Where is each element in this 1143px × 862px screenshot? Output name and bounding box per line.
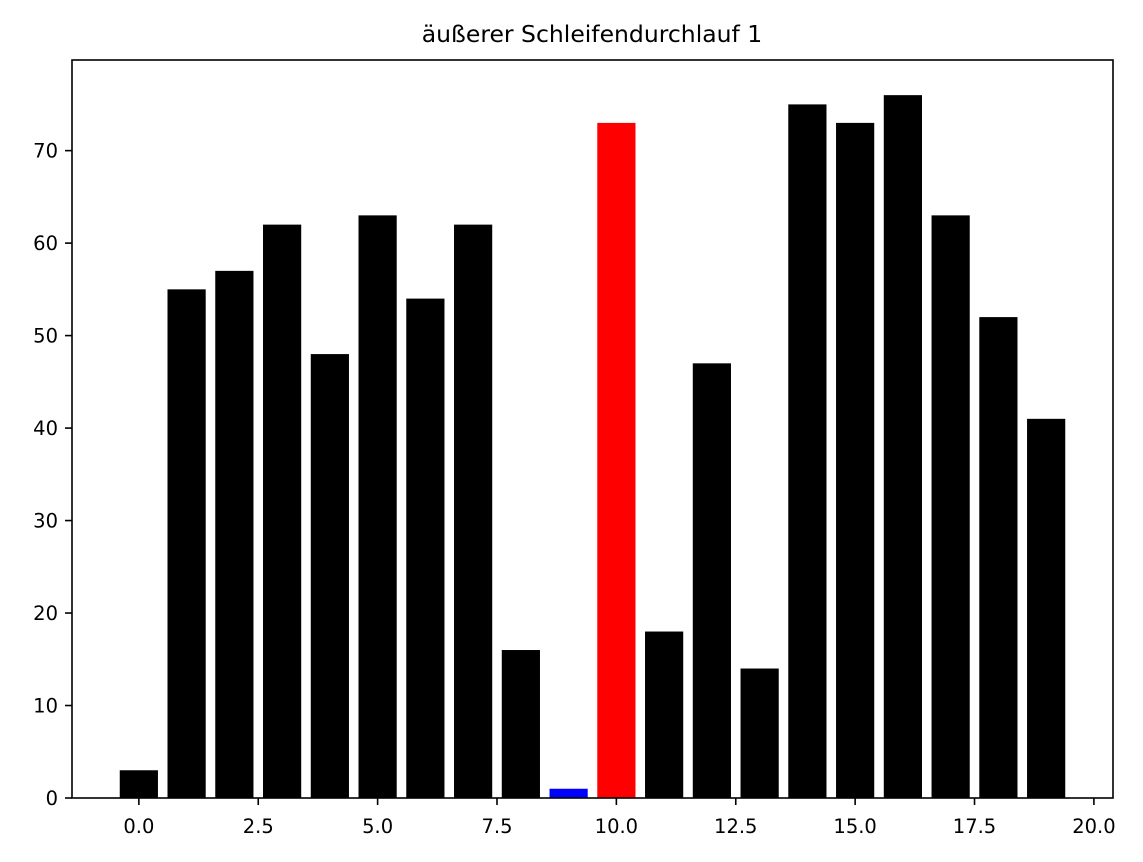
bar-13 — [740, 668, 779, 798]
bar-0 — [119, 770, 158, 798]
x-tick-label: 5.0 — [362, 815, 393, 838]
bar-1 — [167, 289, 206, 798]
x-tick-label: 12.5 — [714, 815, 757, 838]
x-tick-label: 15.0 — [833, 815, 876, 838]
bar-10 — [597, 122, 636, 798]
y-tick-label: 20 — [33, 602, 58, 625]
bar-16 — [883, 95, 922, 798]
x-tick-label: 20.0 — [1072, 815, 1115, 838]
bar-7 — [454, 224, 493, 798]
bar-8 — [501, 650, 540, 798]
y-tick-label: 0 — [46, 787, 58, 810]
bar-15 — [836, 122, 875, 798]
y-axis-ticks: 0 10 20 30 40 50 60 70 — [33, 140, 72, 810]
bars-group — [119, 95, 1066, 798]
bar-17 — [931, 215, 970, 798]
x-tick-label: 0.0 — [123, 815, 154, 838]
bar-11 — [645, 631, 684, 798]
y-tick-label: 40 — [33, 417, 58, 440]
y-tick-label: 10 — [33, 695, 58, 718]
x-tick-label: 2.5 — [243, 815, 274, 838]
bar-9 — [549, 788, 588, 798]
bar-2 — [215, 270, 254, 798]
bar-4 — [310, 354, 349, 798]
bar-5 — [358, 215, 397, 798]
bar-18 — [979, 317, 1018, 798]
bar-12 — [692, 363, 731, 798]
x-tick-label: 17.5 — [953, 815, 996, 838]
y-tick-label: 70 — [33, 140, 58, 163]
bar-6 — [406, 298, 445, 798]
bar-19 — [1027, 418, 1066, 798]
x-tick-label: 7.5 — [481, 815, 512, 838]
y-tick-label: 50 — [33, 325, 58, 348]
bar-3 — [263, 224, 302, 798]
bar-14 — [788, 104, 827, 798]
y-tick-label: 60 — [33, 232, 58, 255]
x-tick-label: 10.0 — [595, 815, 638, 838]
y-tick-label: 30 — [33, 510, 58, 533]
x-axis-ticks: 0.0 2.5 5.0 7.5 10.0 12.5 15.0 17.5 20.0 — [123, 798, 1116, 838]
axes-frame — [71, 59, 1114, 799]
chart-title: äußerer Schleifendurchlauf 1 — [422, 20, 762, 48]
